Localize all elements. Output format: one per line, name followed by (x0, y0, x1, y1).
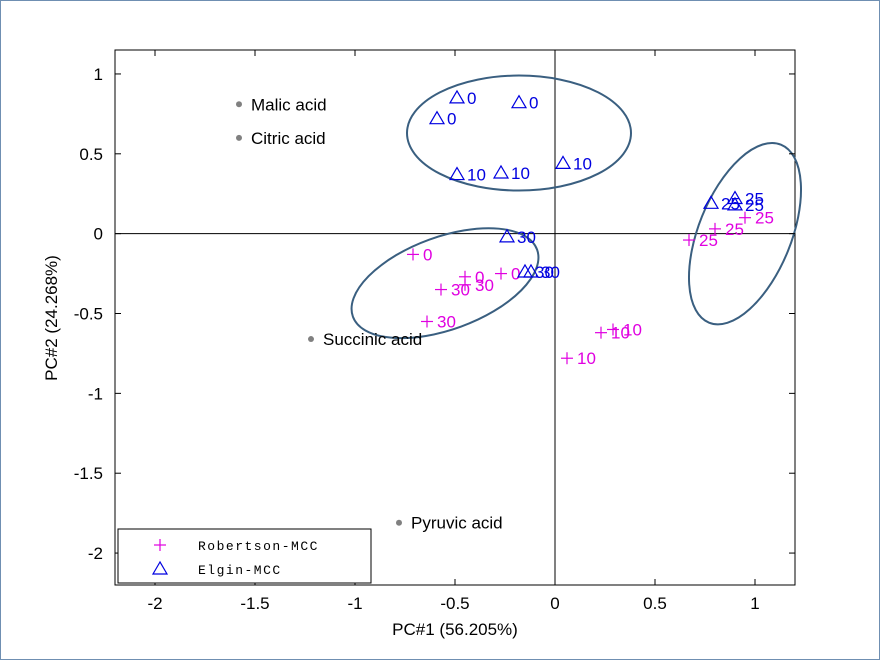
elgin-mcc-point: 25 (726, 190, 764, 209)
robertson-mcc-point: 0 (407, 245, 432, 264)
elgin-mcc-point-label: 10 (467, 166, 486, 185)
elgin-mcc-point: 10 (448, 166, 486, 185)
acid-label: Malic acid (251, 95, 327, 114)
robertson-mcc-point: 30 (421, 312, 456, 331)
robertson-mcc-point-label: 25 (725, 220, 744, 239)
elgin-mcc-triangle-marker (498, 228, 516, 243)
elgin-mcc-point-label: 0 (467, 89, 476, 108)
elgin-mcc-triangle-marker (726, 190, 744, 205)
elgin-mcc-triangle-marker (428, 110, 446, 125)
y-tick-label: -2 (88, 544, 103, 563)
x-axis-title: PC#1 (56.205%) (392, 620, 518, 639)
robertson-mcc-point-label: 10 (611, 324, 630, 343)
legend-elgin-mcc-label: Elgin-MCC (198, 563, 282, 578)
robertson-mcc-point: 10 (561, 349, 596, 368)
legend-box (117, 528, 372, 584)
robertson-mcc-point-label: 30 (475, 276, 494, 295)
acid-marker (236, 134, 242, 141)
elgin-mcc-triangle-marker (522, 263, 540, 278)
robertson-mcc-point: 0 (495, 265, 520, 284)
elgin-mcc-point-label: 0 (529, 94, 538, 113)
y-tick-label: 0.5 (79, 145, 103, 164)
elgin-mcc-point-label: 0 (447, 110, 456, 129)
elgin-mcc-triangle-marker (726, 196, 744, 211)
robertson-mcc-point-label: 30 (437, 312, 456, 331)
elgin-mcc-triangle-marker (492, 164, 510, 179)
elgin-mcc-point-label: 10 (511, 164, 530, 183)
elgin-mcc-point: 10 (492, 164, 530, 183)
elgin-mcc-point: 0 (510, 94, 538, 113)
elgin-mcc-point: 10 (554, 154, 592, 173)
x-tick-label: -1.5 (240, 594, 269, 613)
y-tick-label: -1 (88, 384, 103, 403)
cluster-ellipse (406, 74, 632, 192)
elgin-mcc-point: 25 (726, 196, 764, 215)
elgin-mcc-triangle-marker (554, 155, 572, 169)
acid-label: Citric acid (251, 129, 326, 148)
acid-marker (396, 519, 402, 526)
acid-label: Succinic acid (323, 330, 422, 349)
elgin-mcc-point-label: 30 (517, 228, 536, 247)
y-tick-label: 0 (94, 225, 103, 244)
elgin-mcc-triangle-marker (702, 195, 720, 209)
elgin-mcc-point: 0 (448, 89, 476, 108)
elgin-mcc-point-label: 10 (573, 154, 592, 173)
x-tick-label: 0.5 (643, 594, 667, 613)
acid-marker (236, 101, 242, 108)
x-tick-label: 1 (750, 594, 759, 613)
elgin-mcc-point-label: 30 (541, 263, 560, 282)
robertson-mcc-point-label: 0 (511, 265, 520, 284)
zero-lines (115, 50, 795, 585)
elgin-mcc-point: 30 (498, 228, 536, 247)
elgin-mcc-point: 30 (522, 263, 560, 282)
robertson-mcc-point: 25 (709, 220, 744, 239)
plot-area (114, 49, 796, 586)
elgin-mcc-point: 0 (428, 110, 456, 129)
robertson-mcc-point-label: 25 (699, 231, 718, 250)
robertson-mcc-point-label: 10 (577, 349, 596, 368)
elgin-mcc-point-label: 30 (535, 263, 554, 282)
elgin-mcc-triangle-marker (510, 94, 528, 109)
robertson-mcc-point: 10 (607, 320, 642, 339)
robertson-mcc-point: 10 (595, 324, 630, 343)
robertson-mcc-point: 25 (739, 209, 774, 228)
acid-marker (308, 336, 314, 343)
robertson-mcc-point-label: 0 (423, 245, 432, 264)
robertson-mcc-point: 25 (683, 231, 718, 250)
legend-elgin-mcc-marker (151, 560, 169, 575)
x-tick-label: -2 (147, 594, 162, 613)
y-axis-title: PC#2 (24.268%) (42, 255, 61, 381)
robertson-mcc-point-label: 30 (451, 281, 470, 300)
y-tick-label: -0.5 (74, 305, 103, 324)
x-tick-label: 0 (550, 594, 559, 613)
elgin-mcc-point-label: 25 (745, 196, 764, 215)
elgin-mcc-triangle-marker (448, 166, 466, 181)
elgin-mcc-point-label: 25 (745, 190, 764, 209)
cluster-ellipse (350, 227, 540, 340)
acid-annotations: Malic acid Citric acid Succinic acid Pyruvi… (236, 95, 503, 533)
y-tick-label: 1 (94, 65, 103, 84)
x-tick-label: -1 (347, 594, 362, 613)
robertson-mcc-point-label: 10 (623, 320, 642, 339)
x-tick-label: -0.5 (440, 594, 469, 613)
legend-robertson-mcc-label: Robertson-MCC (198, 539, 319, 554)
robertson-mcc-point-label: 25 (755, 209, 774, 228)
robertson-mcc-point-label: 0 (475, 268, 484, 287)
cluster-ellipses (350, 74, 803, 340)
acid-label: Pyruvic acid (411, 514, 503, 533)
y-tick-label: -1.5 (74, 464, 103, 483)
legend: Robertson-MCC Elgin-MCC (117, 528, 372, 584)
cluster-ellipse (687, 141, 803, 326)
robertson-mcc-point: 30 (459, 276, 494, 295)
elgin-mcc-triangle-marker (448, 89, 466, 104)
